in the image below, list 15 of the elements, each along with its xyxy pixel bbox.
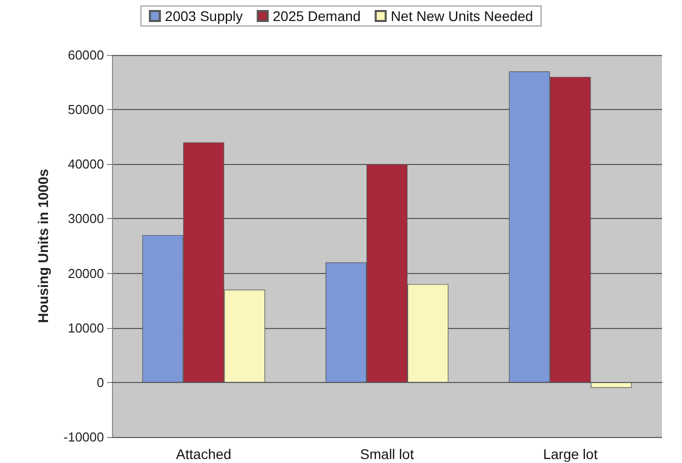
y-tick-label: 20000 bbox=[68, 266, 104, 281]
legend-label: Net New Units Needed bbox=[390, 8, 534, 24]
x-tick-label: Attached bbox=[176, 446, 232, 462]
y-axis-title: Housing Units in 1000s bbox=[35, 168, 51, 324]
y-tick-label: 60000 bbox=[68, 48, 104, 62]
y-tick-label: 10000 bbox=[68, 320, 104, 336]
x-tick-label: Small lot bbox=[360, 446, 414, 462]
y-tick-label: 30000 bbox=[68, 211, 104, 226]
legend-label: 2025 Demand bbox=[272, 8, 361, 24]
x-tick-label: Large lot bbox=[543, 446, 598, 462]
y-tick-label: 50000 bbox=[68, 102, 104, 118]
y-tick-label: 40000 bbox=[68, 156, 104, 172]
y-tick-label: 0 bbox=[96, 374, 104, 390]
legend-label: 2003 Supply bbox=[164, 8, 243, 24]
y-tick-label: -10000 bbox=[64, 430, 104, 444]
